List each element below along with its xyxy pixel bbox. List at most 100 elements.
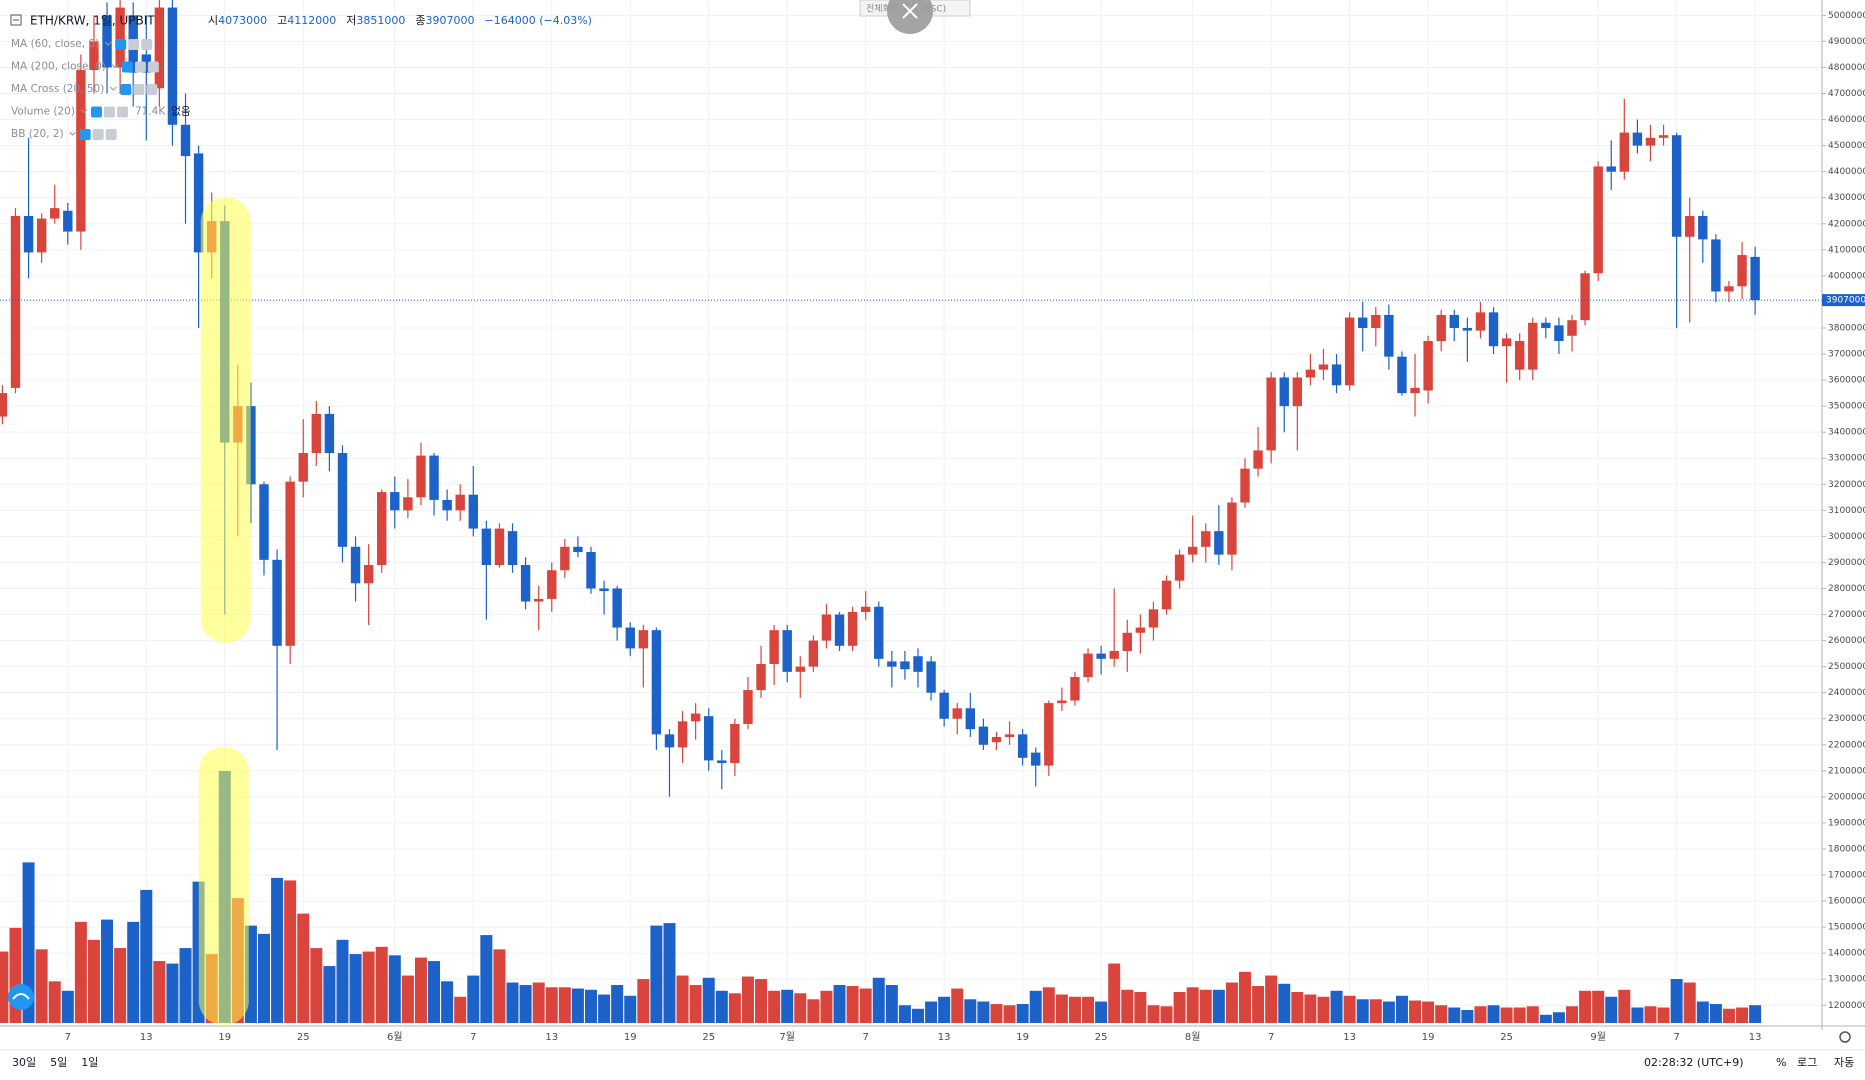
fullscreen-exit[interactable]: 전체화면 종료 (ESC) xyxy=(859,0,971,34)
dropdown[interactable] xyxy=(104,41,112,46)
logo[interactable] xyxy=(8,984,34,1010)
volume-bar xyxy=(1369,999,1382,1023)
settings-button[interactable] xyxy=(103,106,115,118)
ohlc-value: 3907000 xyxy=(426,14,475,27)
log-toggle[interactable]: 로그 xyxy=(1797,1056,1817,1069)
volume-bar xyxy=(1657,1007,1670,1023)
volume-bar xyxy=(872,977,885,1023)
x-tick-label: 6월 xyxy=(387,1031,403,1043)
volume-pane xyxy=(0,771,1762,1023)
candle-body xyxy=(141,54,151,73)
candle-body xyxy=(429,455,439,500)
volume-bar xyxy=(179,948,192,1023)
volume-bar xyxy=(820,990,833,1023)
volume-bar xyxy=(1749,1005,1762,1023)
volume-bar xyxy=(428,961,441,1023)
volume-bar xyxy=(1291,992,1304,1023)
auto-toggle[interactable]: 자동 xyxy=(1834,1056,1854,1069)
volume-bar xyxy=(297,913,310,1023)
volume-bar xyxy=(323,966,336,1023)
volume-bar xyxy=(1343,995,1356,1023)
candle-body xyxy=(560,546,570,571)
range-button[interactable]: 1일 xyxy=(81,1055,98,1069)
candle-body xyxy=(1514,341,1525,370)
x-tick-label: 13 xyxy=(1749,1032,1762,1043)
last-price-label: 3907000 xyxy=(1826,296,1865,306)
x-tick-label: 7 xyxy=(470,1032,476,1043)
volume-bar xyxy=(1526,1006,1539,1023)
candle-body xyxy=(468,494,478,529)
remove-button[interactable] xyxy=(105,129,117,140)
volume-bar xyxy=(938,996,951,1023)
candle-body xyxy=(1436,314,1446,341)
candle-body xyxy=(1397,356,1407,394)
volume-bar xyxy=(336,939,349,1023)
dropdown[interactable] xyxy=(111,64,119,69)
volume-bar xyxy=(1160,1006,1173,1023)
volume-bar xyxy=(1055,994,1068,1023)
volume-bar xyxy=(1212,989,1225,1023)
x-tick-label: 7월 xyxy=(779,1031,795,1043)
dropdown[interactable] xyxy=(109,86,117,91)
indicator-name: BB (20, 2) xyxy=(11,128,64,140)
candle-body xyxy=(272,559,282,646)
volume-bar xyxy=(702,977,715,1023)
volume-bar xyxy=(650,925,663,1023)
settings-button[interactable] xyxy=(134,61,146,73)
remove-button[interactable] xyxy=(141,39,153,50)
settings-button[interactable] xyxy=(92,129,104,140)
volume-bar xyxy=(715,990,728,1023)
candle-body xyxy=(795,666,805,672)
volume-bar xyxy=(1631,1007,1644,1023)
volume-bar xyxy=(885,985,898,1023)
candle-body xyxy=(900,661,910,670)
eye-button[interactable] xyxy=(90,106,102,118)
collapse-icon[interactable] xyxy=(10,14,22,26)
eye-button[interactable] xyxy=(120,84,132,95)
y-tick-label: 3200000 xyxy=(1828,480,1865,490)
settings-button[interactable] xyxy=(133,84,145,95)
volume-bar xyxy=(1566,1006,1578,1023)
candle-body xyxy=(834,614,845,646)
candle-body xyxy=(455,494,465,511)
y-tick-label: 2000000 xyxy=(1828,792,1865,802)
candle-body xyxy=(180,124,191,157)
highlights xyxy=(198,197,251,1025)
candle-body xyxy=(1462,327,1473,331)
candle-body xyxy=(1698,215,1708,240)
volume-bar xyxy=(1016,1004,1029,1023)
candle-body xyxy=(1358,317,1368,328)
volume-bar xyxy=(1500,1007,1513,1023)
volume-bar xyxy=(545,987,558,1023)
dropdown[interactable] xyxy=(80,109,88,114)
candle-body xyxy=(651,630,662,735)
candle-body xyxy=(1606,166,1616,172)
settings-button[interactable] xyxy=(128,39,140,50)
eye-button[interactable] xyxy=(115,39,127,50)
y-tick-label: 2500000 xyxy=(1828,662,1865,672)
remove-button[interactable] xyxy=(147,61,159,73)
x-tick-label: 19 xyxy=(1016,1032,1029,1043)
remove-button[interactable] xyxy=(146,84,158,95)
range-button[interactable]: 30일 xyxy=(12,1055,36,1069)
candle-body xyxy=(311,413,322,454)
volume-bar xyxy=(1003,1005,1016,1023)
candle-body xyxy=(403,497,413,511)
eye-button[interactable] xyxy=(121,61,133,73)
exit-button[interactable] xyxy=(887,0,933,34)
volume-bar xyxy=(781,989,794,1023)
range-button[interactable]: 5일 xyxy=(50,1055,67,1069)
percent-toggle[interactable]: % xyxy=(1776,1056,1786,1069)
remove-button[interactable] xyxy=(116,106,128,118)
y-tick-label: 5000000 xyxy=(1828,11,1865,21)
candle-body xyxy=(337,453,348,547)
candle-body xyxy=(860,606,871,612)
settings-icon[interactable] xyxy=(1839,1031,1851,1043)
candle-body xyxy=(887,661,897,667)
y-tick-label: 1300000 xyxy=(1828,975,1865,985)
x-tick-label: 13 xyxy=(1343,1032,1356,1043)
dropdown[interactable] xyxy=(69,131,77,136)
eye-button[interactable] xyxy=(79,129,91,140)
